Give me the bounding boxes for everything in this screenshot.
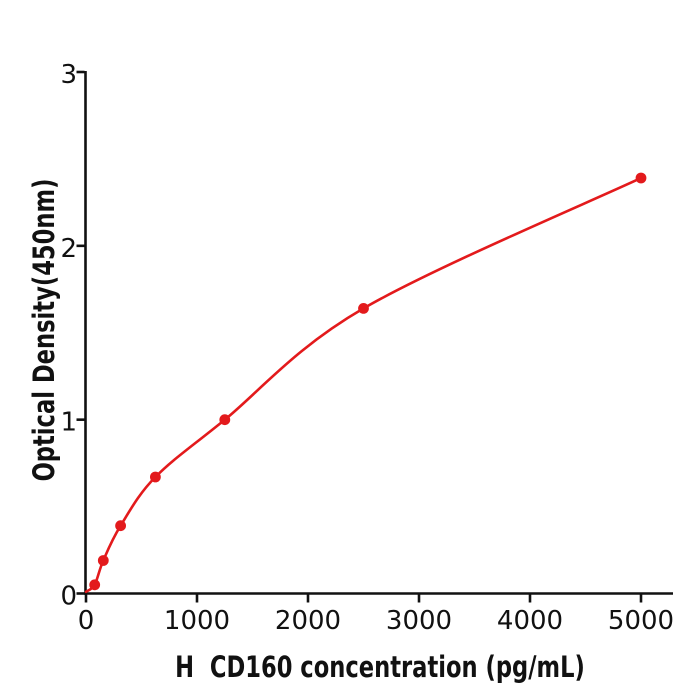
- data-point-625: [150, 471, 161, 483]
- x-tick-label-2000: 2000: [275, 606, 341, 636]
- data-point-1250: [219, 414, 231, 426]
- y-tick-label-1: 1: [60, 408, 77, 438]
- data-point-312: [115, 520, 126, 532]
- y-axis-label: Optical Density(450nm): [27, 178, 61, 482]
- y-tick-label-2: 2: [60, 234, 77, 264]
- standard-curve-line: [84, 176, 643, 594]
- y-tick-label-0: 0: [60, 582, 77, 612]
- data-point-2500: [358, 303, 369, 314]
- data-point-78: [89, 579, 101, 591]
- data-point-156: [97, 555, 109, 566]
- x-axis-label: H CD160 concentration (pg/mL): [175, 650, 585, 684]
- x-tick-label-0: 0: [78, 606, 95, 636]
- x-tick-label-4000: 4000: [497, 606, 563, 636]
- x-tick-label-3000: 3000: [386, 606, 452, 636]
- data-point-5000: [635, 172, 647, 184]
- x-tick-label-1000: 1000: [164, 606, 230, 636]
- x-tick-label-5000: 5000: [608, 606, 674, 636]
- y-tick-label-3: 3: [60, 60, 77, 90]
